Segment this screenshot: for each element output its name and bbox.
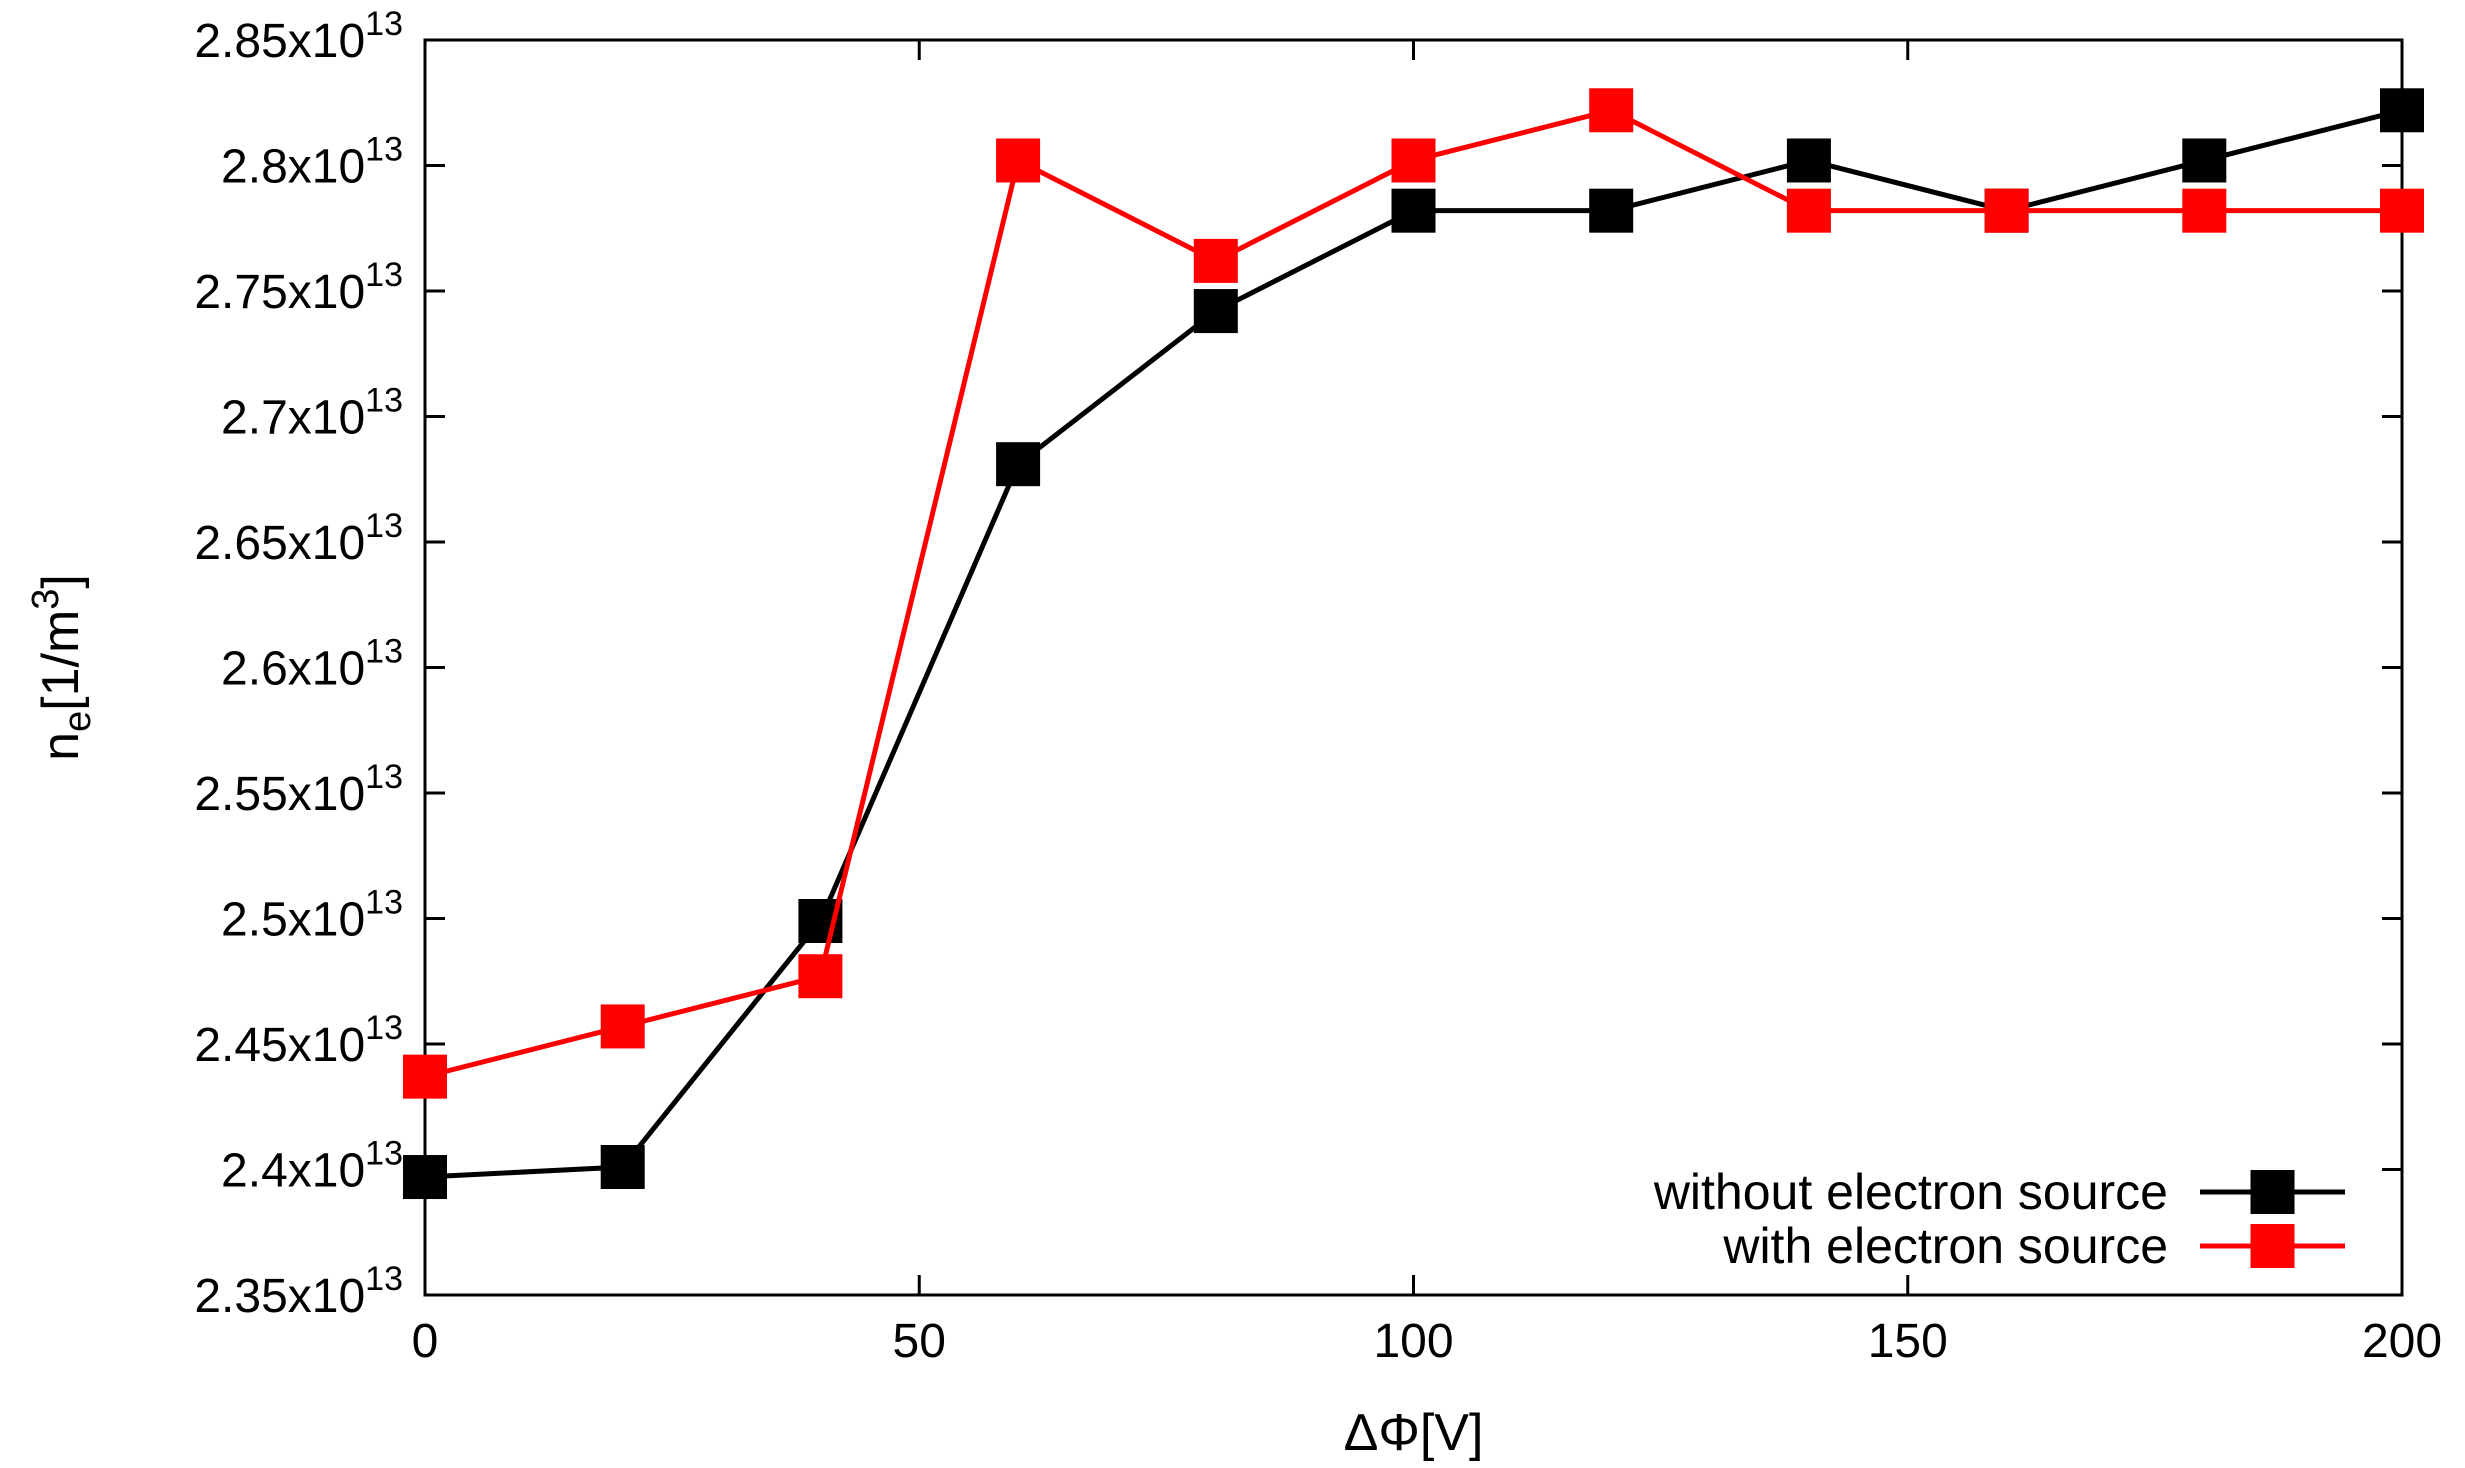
y-tick-label: 2.65x1013 [194, 507, 403, 570]
y-tick-label: 2.5x1013 [221, 884, 403, 947]
series-line [424, 107, 2403, 1180]
data-point [1589, 188, 1634, 233]
data-point [1589, 88, 1634, 133]
y-tick-label: 2.75x1013 [194, 256, 403, 319]
y-tick-label: 2.8x1013 [221, 131, 403, 194]
series-layer [403, 88, 2424, 1200]
x-axis-label: ΔΦ[V] [1344, 1404, 1484, 1462]
data-point [600, 1144, 645, 1189]
data-point [403, 1054, 447, 1099]
legend-marker [2250, 1170, 2295, 1214]
data-point [403, 1155, 447, 1200]
data-point [2380, 188, 2424, 233]
data-point [996, 442, 1041, 487]
y-tick-label: 2.7x1013 [221, 382, 403, 445]
data-point [600, 1004, 645, 1049]
data-point [2380, 88, 2424, 133]
y-tick-label: 2.45x1013 [194, 1009, 403, 1072]
x-tick-label: 0 [412, 1315, 439, 1368]
data-point [1391, 188, 1436, 233]
y-tick-label: 2.55x1013 [194, 758, 403, 821]
series-2 [403, 88, 2424, 1099]
y-tick-label: 2.35x1013 [194, 1260, 403, 1323]
x-tick-label: 150 [1868, 1315, 1948, 1368]
data-point [1786, 188, 1831, 233]
x-tick-label: 200 [2362, 1315, 2442, 1368]
y-tick-label: 2.6x1013 [221, 633, 403, 696]
data-point [1193, 238, 1238, 283]
data-point [1193, 289, 1238, 334]
data-point [1391, 138, 1436, 183]
data-point [798, 954, 843, 999]
data-point [996, 138, 1041, 183]
data-point [1786, 138, 1831, 183]
legend-label: with electron source [1722, 1218, 2168, 1274]
y-axis-ticks: 2.35x1013 2.4x1013 2.45x1013 2.5x1013 2.55x1… [194, 5, 2402, 1323]
y-tick-label: 2.4x1013 [221, 1135, 403, 1198]
legend-marker [2250, 1224, 2295, 1268]
data-point [2182, 188, 2227, 233]
legend-label: without electron source [1653, 1164, 2168, 1220]
data-point [1984, 188, 2029, 233]
y-axis-label: ne[1/m3] [25, 574, 99, 761]
x-tick-label: 50 [893, 1315, 946, 1368]
data-point [2182, 138, 2227, 183]
series-line [424, 107, 2402, 1080]
x-tick-label: 100 [1373, 1315, 1453, 1368]
series-1 [403, 88, 2424, 1200]
x-axis-ticks: 0 50 100 150 200 [412, 40, 2442, 1368]
y-tick-label: 2.85x1013 [194, 5, 403, 68]
